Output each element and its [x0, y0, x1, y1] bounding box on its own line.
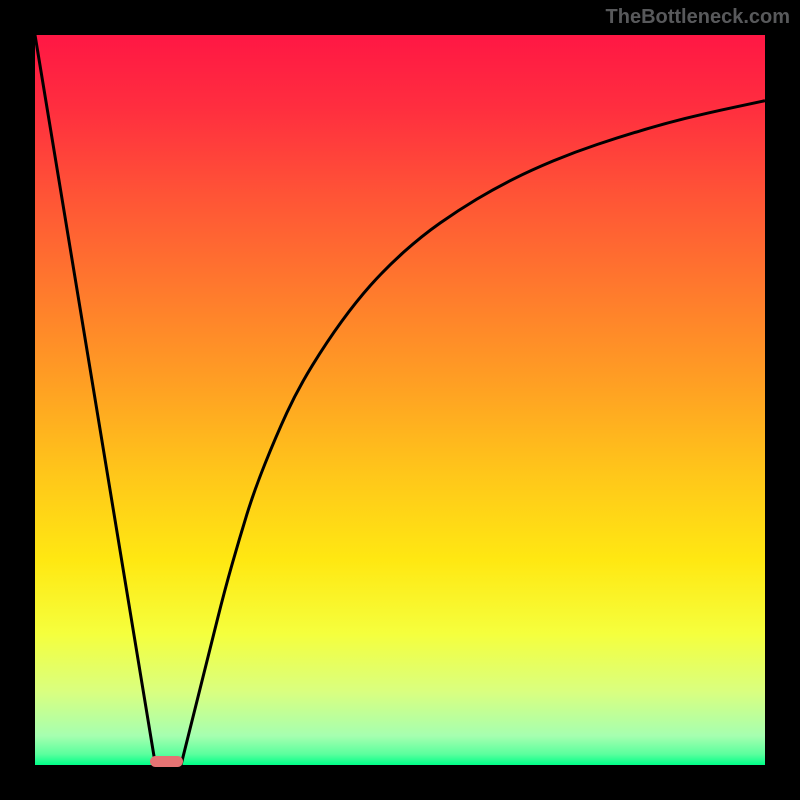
- chart-container: TheBottleneck.com: [0, 0, 800, 800]
- gradient-background: [35, 35, 765, 765]
- optimal-marker: [150, 756, 183, 767]
- plot-area: [35, 35, 765, 765]
- watermark-text: TheBottleneck.com: [606, 6, 790, 29]
